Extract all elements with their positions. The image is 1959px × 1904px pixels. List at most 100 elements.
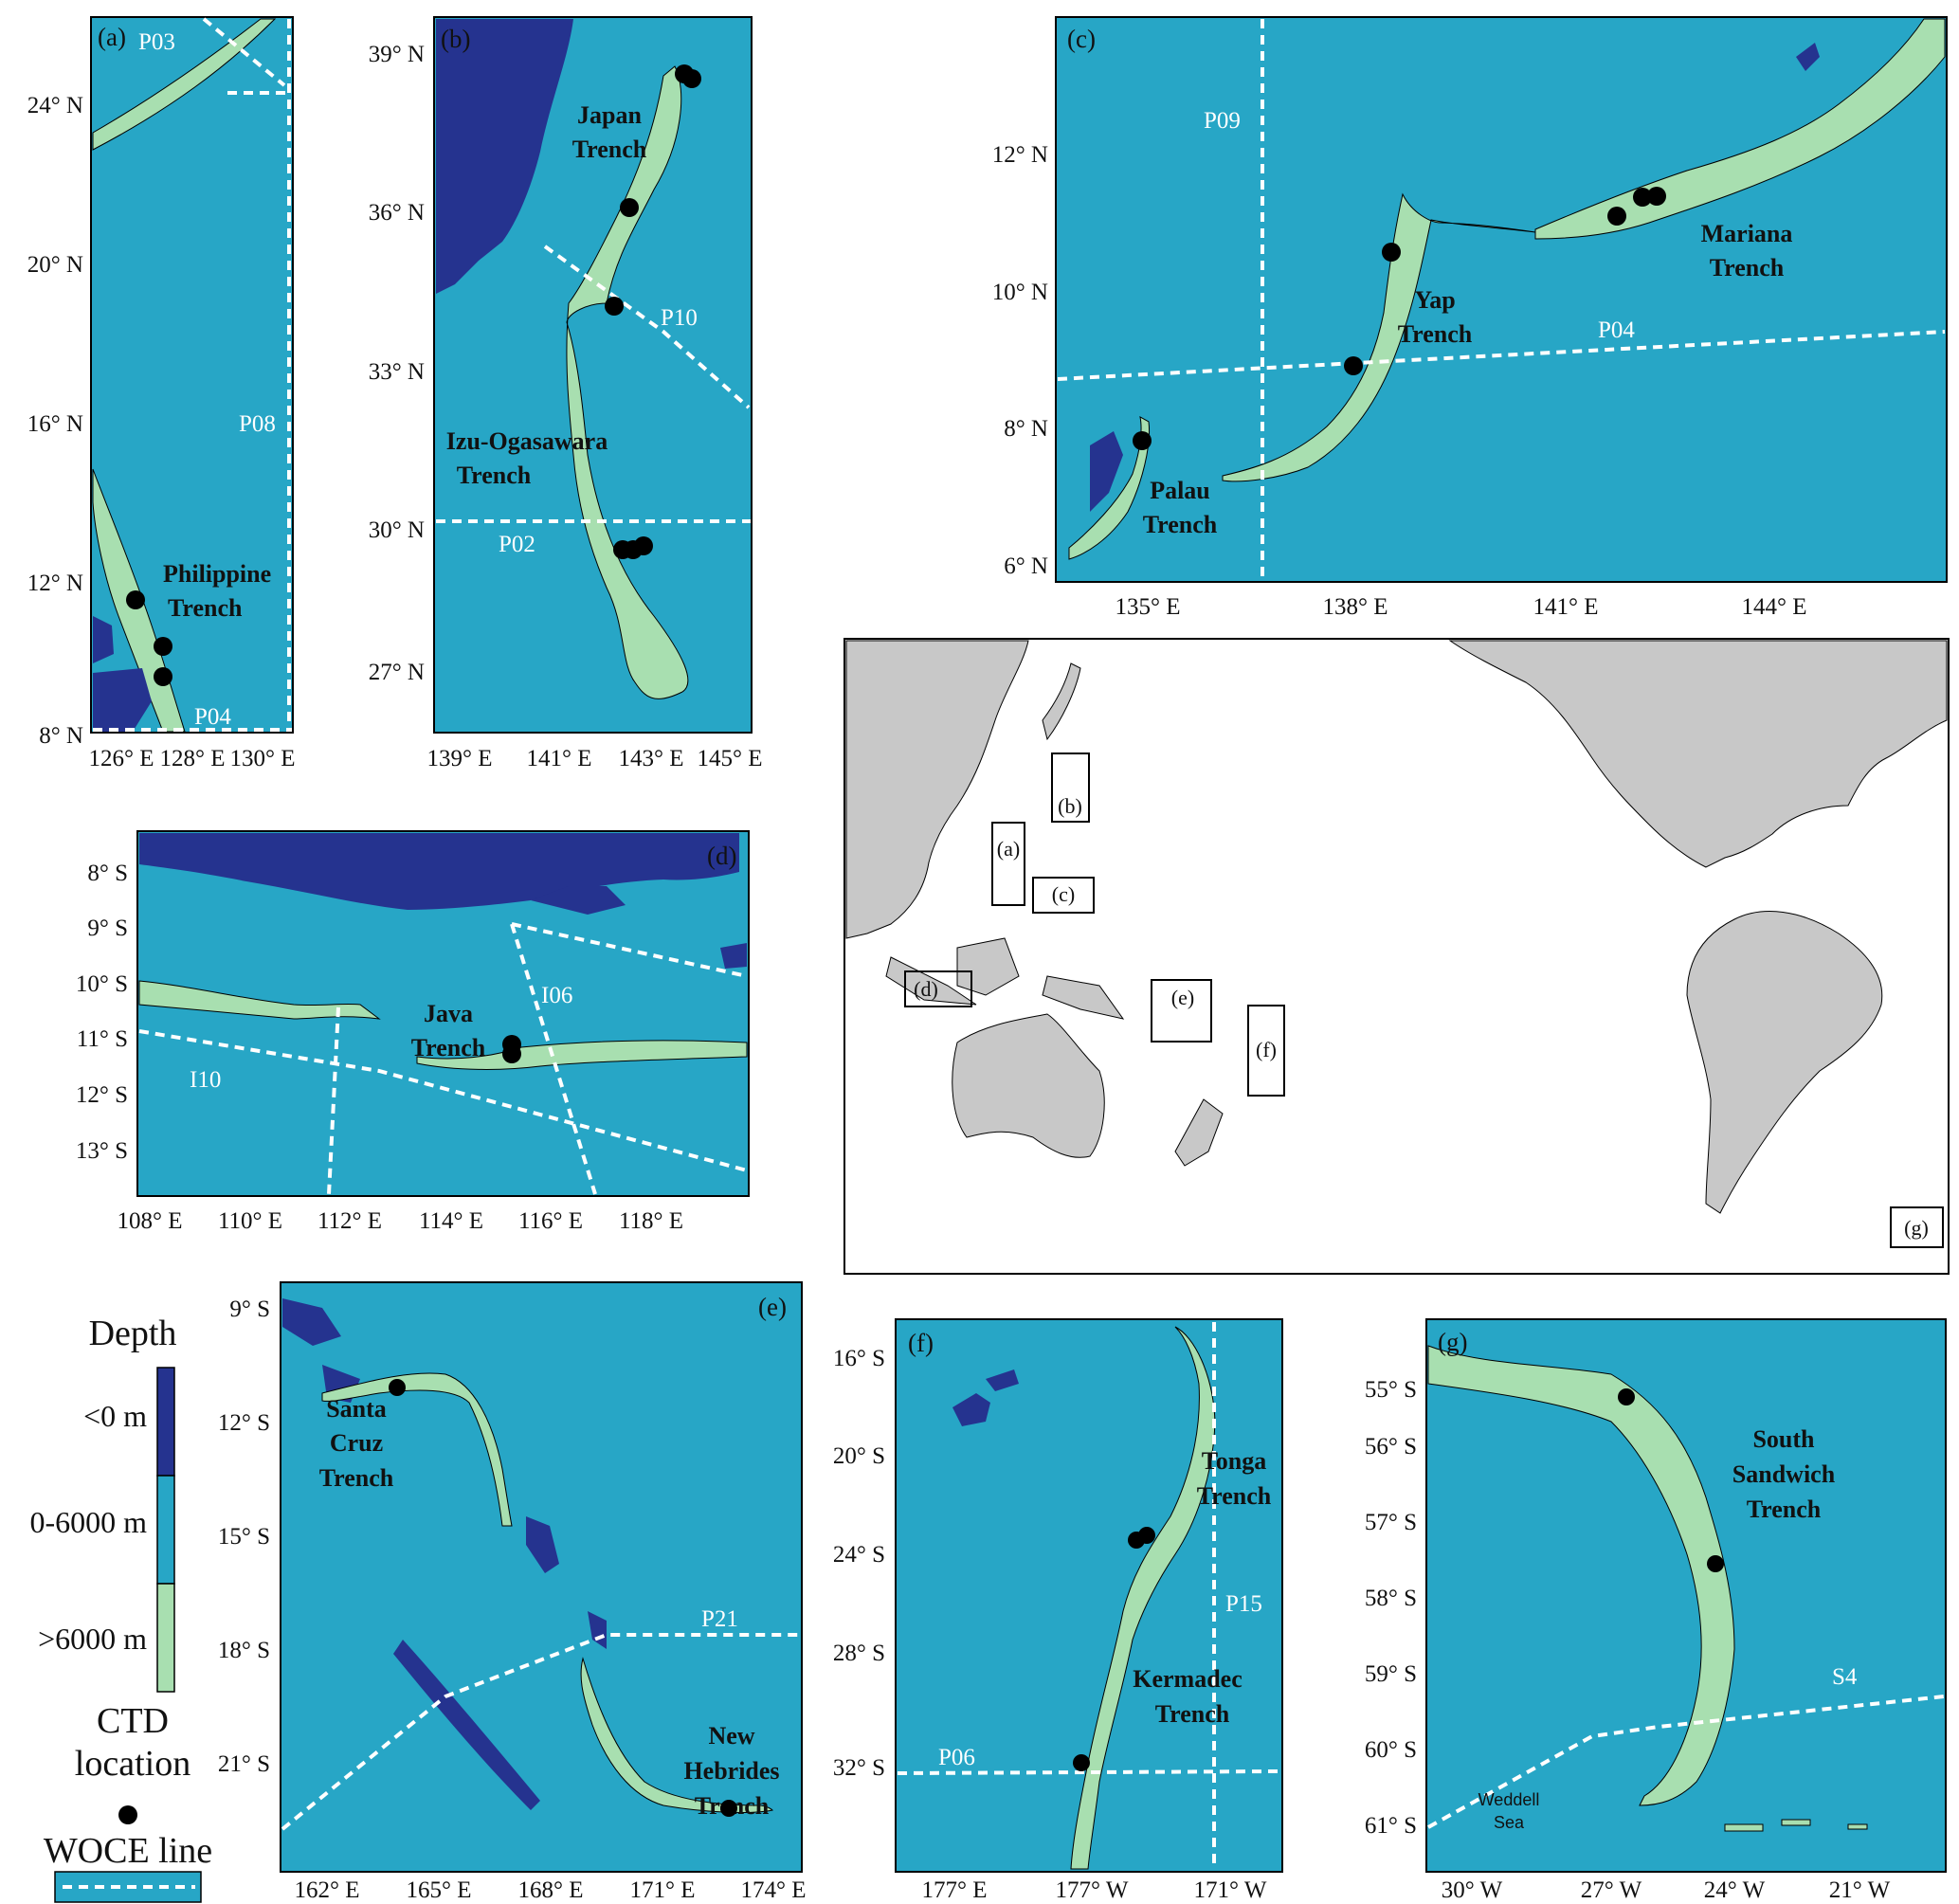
panel-e-ocean (280, 1281, 803, 1873)
panel-e-lat-tick: 9° S (229, 1297, 270, 1322)
panel-c-lon-tick: 138° E (1322, 594, 1388, 620)
panel-a-land-2 (93, 668, 152, 732)
panel-d-lon-tick: 116° E (518, 1208, 583, 1234)
overview-new-zealand (1174, 1098, 1224, 1167)
panel-g-lon-tick: 30° W (1442, 1877, 1503, 1903)
panel-e-lat-tick: 15° S (218, 1524, 270, 1550)
panel-c-woce-p09-label: P09 (1204, 108, 1241, 134)
panel-d-woce-i10 (138, 1006, 748, 1195)
panel-f: (f) P15 P06 Tonga Trench Kermadec Trench… (833, 1318, 1283, 1903)
legend-depth-label: <0 m (83, 1399, 147, 1433)
ctd-marker (634, 536, 653, 555)
overview-box-d (904, 970, 972, 1007)
panel-f-tonga-label-1: Tonga (1202, 1447, 1266, 1475)
panel-d: (d) Java Trench I06 I10 8° S 9° S 10° S … (76, 830, 750, 1234)
ctd-marker (1133, 431, 1152, 450)
panel-d-woce-i06 (510, 922, 748, 1195)
panel-c-yap-label-2: Trench (1398, 320, 1473, 348)
panel-a-lat-tick: 12° N (27, 571, 83, 596)
panel-e-land-vanuatu (526, 1516, 607, 1649)
legend-woce-title: WOCE line (44, 1831, 212, 1871)
panel-c: (c) P09 P04 Mariana Trench Yap Trench Pa… (992, 16, 1948, 620)
overview-indonesia (885, 956, 977, 1006)
ctd-marker (1618, 1388, 1635, 1405)
panel-c-palau-label-2: Trench (1143, 511, 1218, 538)
panel-d-land-east (720, 943, 747, 969)
ctd-marker (682, 69, 701, 88)
panel-g-ss-label-2: Sandwich (1732, 1460, 1836, 1488)
overview-box-e (1151, 979, 1212, 1043)
panel-c-lat-tick: 12° N (992, 142, 1048, 168)
ctd-marker (502, 1044, 521, 1063)
panel-g-lon-tick: 24° W (1704, 1877, 1766, 1903)
panel-e-new-hebrides-trench (580, 1657, 774, 1813)
legend-ctd-title-2: location (75, 1744, 190, 1784)
panel-d-land-nusa (531, 886, 626, 915)
panel-e-land-solomon (282, 1298, 360, 1403)
panel-e-lon-tick: 174° E (740, 1877, 806, 1903)
panel-f-tonga-kermadec-trench (1070, 1326, 1216, 1870)
panel-a-trench-label-1: Philippine (163, 560, 271, 588)
overview-box-g-label: (g) (1904, 1216, 1929, 1240)
panel-e-nh-label-1: New (708, 1722, 754, 1750)
panel-d-lat-tick: 10° S (76, 971, 128, 997)
panel-g-ss-label-1: South (1752, 1425, 1815, 1453)
panel-c-yap-label-1: Yap (1414, 286, 1455, 314)
ctd-marker (605, 297, 624, 316)
overview-borneo (956, 937, 1020, 996)
overview-japan (1042, 662, 1081, 741)
panel-c-lon-tick: 135° E (1115, 594, 1180, 620)
panel-f-lat-tick: 28° S (833, 1641, 885, 1666)
panel-g-ss-label-3: Trench (1747, 1496, 1822, 1523)
panel-b-izu-label-2: Trench (457, 462, 532, 489)
panel-d-java-label-2: Trench (411, 1034, 486, 1061)
panel-g-sea-label-1: Weddell (1478, 1790, 1540, 1809)
panel-a-lat-tick: 16° N (27, 411, 83, 437)
panel-d-lat-tick: 9° S (87, 916, 128, 941)
ctd-marker (389, 1379, 406, 1396)
panel-g-label: (g) (1438, 1328, 1467, 1356)
panel-f-lat-tick: 32° S (833, 1755, 885, 1781)
panel-g-south-sandwich-trench (1427, 1345, 1735, 1806)
panel-c-ocean (1055, 16, 1948, 583)
overview-australia (952, 1013, 1105, 1158)
panel-e-santa-cruz-trench (321, 1372, 513, 1527)
ctd-marker (154, 667, 172, 686)
panel-b-land-japan (436, 19, 573, 294)
panel-d-lat-tick: 13° S (76, 1138, 128, 1164)
overview-box-c (1032, 877, 1095, 914)
overview-south-america (1686, 911, 1883, 1214)
panel-b-label: (b) (441, 25, 470, 53)
panel-a-lat-tick: 20° N (27, 252, 83, 278)
overview-box-g (1890, 1206, 1944, 1248)
panel-e-lat-tick: 18° S (218, 1638, 270, 1663)
legend-swatch-mid (156, 1475, 175, 1585)
legend-swatch-deep (156, 1583, 175, 1693)
panel-c-land-palau (1090, 431, 1123, 512)
panel-a-lat-tick: 24° N (27, 93, 83, 118)
ctd-marker (154, 637, 172, 656)
overview-box-b (1051, 753, 1090, 823)
panel-e-lon-tick: 162° E (294, 1877, 359, 1903)
overview-map: (b) (a) (c) (d) (e) (f) (g) (843, 638, 1950, 1275)
panel-e-lat-tick: 12° S (218, 1410, 270, 1436)
panel-a-woce-p03 (202, 17, 291, 732)
panel-f-land-fiji (952, 1369, 1019, 1426)
panel-c-mariana-label-2: Trench (1710, 254, 1785, 281)
panel-b-japan-label-1: Japan (577, 101, 642, 129)
panel-e-nh-label-2: Hebrides (683, 1757, 779, 1785)
panel-b-woce-p10-label: P10 (661, 305, 698, 331)
legend-ctd-title-1: CTD (97, 1701, 169, 1741)
panel-f-lon-tick: 177° E (921, 1877, 987, 1903)
ctd-marker (1382, 243, 1401, 262)
ctd-marker (1344, 356, 1363, 375)
panel-d-lon-tick: 118° E (619, 1208, 683, 1234)
legend-depth-title: Depth (89, 1314, 177, 1353)
panel-c-lat-tick: 10° N (992, 280, 1048, 305)
panel-g-lat-tick: 58° S (1365, 1586, 1417, 1611)
overview-box-d-label: (d) (914, 977, 938, 1001)
panel-b-lat-tick: 27° N (369, 660, 425, 685)
legend-swatch-land (156, 1367, 175, 1477)
panel-e-woce-p21 (281, 1633, 800, 1831)
ctd-marker (1607, 207, 1626, 226)
